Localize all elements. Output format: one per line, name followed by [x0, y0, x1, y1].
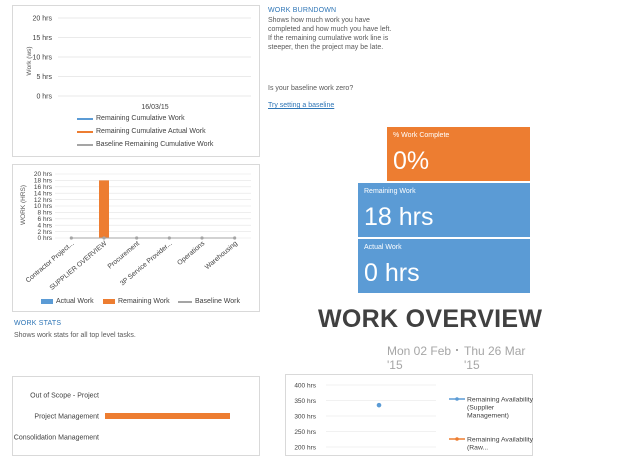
burndown-legend-item: Remaining Cumulative Actual Work: [77, 128, 206, 135]
work-overview-title: WORK OVERVIEW: [318, 305, 543, 333]
baseline-work-point[interactable]: [69, 236, 73, 240]
work-stats-category-label: Project Management: [34, 414, 99, 421]
availability-legend-label: Remaining Availability (Raw...: [467, 437, 534, 452]
task-chart-ytick: 12 hrs: [34, 197, 53, 204]
date-separator-dot: [456, 349, 458, 351]
availability-ytick: 250 hrs: [294, 429, 316, 436]
task-chart-ytick: 16 hrs: [34, 184, 53, 191]
task-chart-ytick: 6 hrs: [38, 216, 53, 223]
availability-point[interactable]: [376, 402, 382, 408]
remaining-work-bar[interactable]: [99, 180, 109, 238]
task-chart-legend-item: Actual Work: [41, 298, 94, 305]
end-date-year: '15: [464, 358, 480, 372]
availability-legend-marker: [455, 397, 459, 401]
remaining-work-value: 18 hrs: [364, 203, 434, 231]
actual-work-tile: Actual Work 0 hrs: [358, 239, 530, 293]
legend-swatch: [77, 130, 93, 133]
percent-complete-label: % Work Complete: [393, 132, 450, 139]
burndown-yaxis-label: Work (ws): [26, 46, 33, 75]
burndown-ytick: 15 hrs: [33, 35, 53, 42]
work-stats-chart-panel[interactable]: Out of Scope - Project Project Management…: [12, 376, 260, 456]
start-date-year: '15: [387, 358, 403, 372]
task-chart-category-label: Warehousing: [204, 240, 239, 271]
task-chart-ytick: 20 hrs: [34, 171, 53, 178]
availability-legend-marker: [455, 437, 459, 441]
legend-swatch: [77, 117, 93, 120]
task-chart-ytick: 2 hrs: [38, 229, 53, 236]
availability-ytick: 400 hrs: [294, 383, 316, 390]
legend-swatch: [178, 300, 192, 303]
task-chart-ytick: 4 hrs: [38, 222, 53, 229]
burndown-ytick: 5 hrs: [36, 74, 52, 81]
work-stats-bar[interactable]: [105, 413, 230, 419]
task-chart-legend-item: Baseline Work: [178, 298, 240, 305]
work-stats-chart: Out of Scope - Project Project Management…: [14, 393, 230, 442]
actual-work-label: Actual Work: [364, 244, 402, 251]
baseline-question: Is your baseline work zero?: [268, 85, 354, 92]
task-chart-category-label: Procurement: [107, 240, 141, 270]
percent-complete-value: 0%: [393, 147, 430, 175]
baseline-work-point[interactable]: [200, 236, 204, 240]
start-date-day: Mon 02 Feb: [387, 344, 452, 358]
burndown-ytick: 20 hrs: [33, 16, 53, 23]
legend-swatch: [103, 299, 115, 304]
burndown-heading: WORK BURNDOWN: [268, 7, 337, 14]
availability-ytick: 350 hrs: [294, 398, 316, 405]
legend-label: Baseline Remaining Cumulative Work: [96, 141, 214, 148]
legend-label: Remaining Cumulative Actual Work: [96, 128, 206, 135]
baseline-work-point[interactable]: [233, 236, 237, 240]
availability-chart-panel[interactable]: 400 hrs 350 hrs 300 hrs 250 hrs 200 hrs Remai…: [285, 374, 534, 456]
baseline-work-point[interactable]: [167, 236, 171, 240]
task-chart-category-label: Operations: [176, 240, 206, 267]
work-stats-heading: WORK STATS: [14, 320, 62, 327]
legend-label: Baseline Work: [195, 298, 241, 305]
availability-ytick: 300 hrs: [294, 414, 316, 421]
burndown-xtick: 16/03/15: [141, 104, 168, 111]
set-baseline-link[interactable]: Try setting a baseline: [268, 102, 335, 109]
task-chart-ytick: 18 hrs: [34, 178, 53, 185]
burndown-ytick: 10 hrs: [33, 55, 53, 62]
task-chart-ytick: 10 hrs: [34, 203, 53, 210]
legend-label: Remaining Cumulative Work: [96, 115, 185, 122]
end-date-day: Thu 26 Mar: [464, 344, 526, 358]
end-date: Thu 26 Mar '15: [464, 344, 525, 372]
task-chart-ytick: 8 hrs: [38, 210, 53, 217]
burndown-legend-item: Baseline Remaining Cumulative Work: [77, 141, 213, 148]
burndown-description: Shows how much work you have completed a…: [268, 17, 392, 51]
burndown-chart-panel[interactable]: Work (ws) 20 hrs 15 hrs 10 hrs 5 hrs 0 hrs 1…: [12, 5, 260, 157]
start-date: Mon 02 Feb '15: [387, 344, 451, 372]
burndown-chart: Work (ws) 20 hrs 15 hrs 10 hrs 5 hrs 0 hrs 1…: [26, 16, 251, 111]
legend-swatch: [41, 299, 53, 304]
availability-legend-label: Remaining Availability (Supplier Managemen…: [467, 397, 534, 420]
remaining-work-tile: Remaining Work 18 hrs: [358, 183, 530, 237]
task-chart-ylabel: WORK (HRS): [20, 185, 27, 225]
task-work-chart-panel[interactable]: WORK (HRS) 20 hrs 18 hrs 16 hrs 14 hrs 12 hr…: [12, 164, 260, 312]
baseline-work-point[interactable]: [135, 236, 139, 240]
work-stats-category-label: Out of Scope - Project: [30, 393, 99, 400]
burndown-legend-item: Remaining Cumulative Work: [77, 115, 185, 122]
remaining-work-label: Remaining Work: [364, 188, 416, 195]
task-chart-legend-item: Remaining Work: [103, 298, 170, 305]
work-stats-category-label: Consolidation Management: [14, 435, 99, 442]
task-chart-ytick: 14 hrs: [34, 190, 53, 197]
legend-label: Remaining Work: [118, 298, 170, 305]
actual-work-value: 0 hrs: [364, 259, 420, 287]
task-chart-ytick: 0 hrs: [38, 235, 53, 242]
percent-complete-tile: % Work Complete 0%: [387, 127, 530, 181]
work-stats-description: Shows work stats for all top level tasks…: [14, 332, 136, 339]
baseline-work-point[interactable]: [102, 236, 106, 240]
legend-label: Actual Work: [56, 298, 94, 305]
burndown-ytick: 0 hrs: [36, 94, 52, 101]
legend-swatch: [77, 143, 93, 146]
task-chart-category-label: SUPPLIER OVERVIEW: [49, 240, 109, 292]
